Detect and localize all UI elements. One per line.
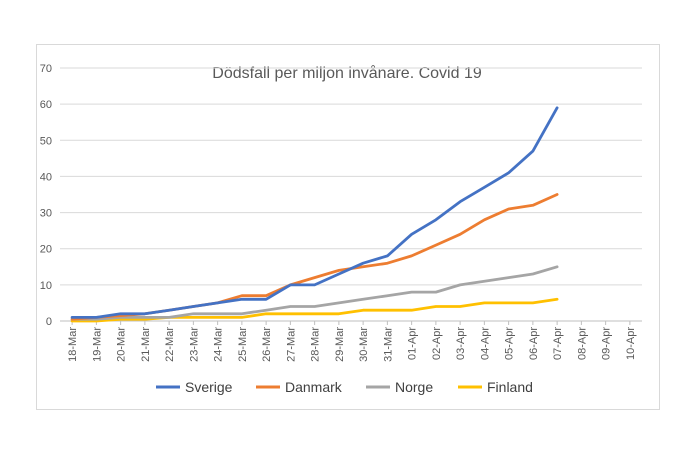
x-tick-label: 28-Mar bbox=[310, 327, 322, 362]
x-tick-label: 27-Mar bbox=[285, 327, 297, 362]
x-tick-label: 03-Apr bbox=[455, 327, 467, 360]
x-tick-label: 25-Mar bbox=[237, 327, 249, 362]
legend-label-norge: Norge bbox=[395, 379, 433, 395]
y-axis-tick-labels: 0 10 20 30 40 50 60 70 bbox=[40, 63, 52, 328]
x-tick-label: 01-Apr bbox=[407, 327, 419, 360]
y-tick-label: 50 bbox=[40, 135, 52, 147]
chart-frame bbox=[36, 44, 660, 410]
y-tick-label: 70 bbox=[40, 63, 52, 75]
series-line-norge bbox=[70, 265, 559, 321]
legend-label-danmark: Danmark bbox=[285, 379, 343, 395]
x-tick-label: 04-Apr bbox=[479, 327, 491, 360]
series-line-danmark bbox=[70, 193, 559, 321]
y-tick-label: 30 bbox=[40, 208, 52, 220]
grid-lines bbox=[60, 67, 642, 325]
x-tick-label: 06-Apr bbox=[528, 327, 540, 360]
x-tick-label: 18-Mar bbox=[67, 327, 79, 362]
x-tick-label: 05-Apr bbox=[504, 327, 516, 360]
x-tick-label: 19-Mar bbox=[91, 327, 103, 362]
legend-label-finland: Finland bbox=[487, 379, 533, 395]
y-tick-label: 10 bbox=[40, 280, 52, 292]
x-tick-label: 30-Mar bbox=[358, 327, 370, 362]
series-line-sverige bbox=[70, 106, 559, 319]
legend-label-sverige: Sverige bbox=[185, 379, 233, 395]
y-tick-label: 20 bbox=[40, 244, 52, 256]
x-tick-label: 20-Mar bbox=[116, 327, 128, 362]
x-tick-label: 02-Apr bbox=[431, 327, 443, 360]
series-lines bbox=[70, 106, 559, 323]
x-tick-label: 31-Mar bbox=[382, 327, 394, 362]
x-tick-label: 08-Apr bbox=[576, 327, 588, 360]
x-tick-label: 09-Apr bbox=[601, 327, 613, 360]
x-tick-label: 29-Mar bbox=[334, 327, 346, 362]
x-tick-label: 24-Mar bbox=[213, 327, 225, 362]
x-tick-label: 22-Mar bbox=[164, 327, 176, 362]
chart-title: Dödsfall per miljon invånare. Covid 19 bbox=[212, 64, 482, 82]
x-tick-label: 07-Apr bbox=[552, 327, 564, 360]
y-tick-label: 40 bbox=[40, 171, 52, 183]
legend: Sverige Danmark Norge Finland bbox=[156, 379, 533, 395]
x-tick-label: 23-Mar bbox=[188, 327, 200, 362]
x-tick-label: 21-Mar bbox=[140, 327, 152, 362]
x-axis-tick-labels: 18-Mar 19-Mar 20-Mar 21-Mar 22-Mar 23-Mar 24-M… bbox=[67, 327, 637, 362]
x-tick-label: 26-Mar bbox=[261, 327, 273, 362]
y-tick-label: 60 bbox=[40, 99, 52, 111]
x-tick-label: 10-Apr bbox=[625, 327, 637, 360]
y-tick-label: 0 bbox=[46, 316, 52, 328]
